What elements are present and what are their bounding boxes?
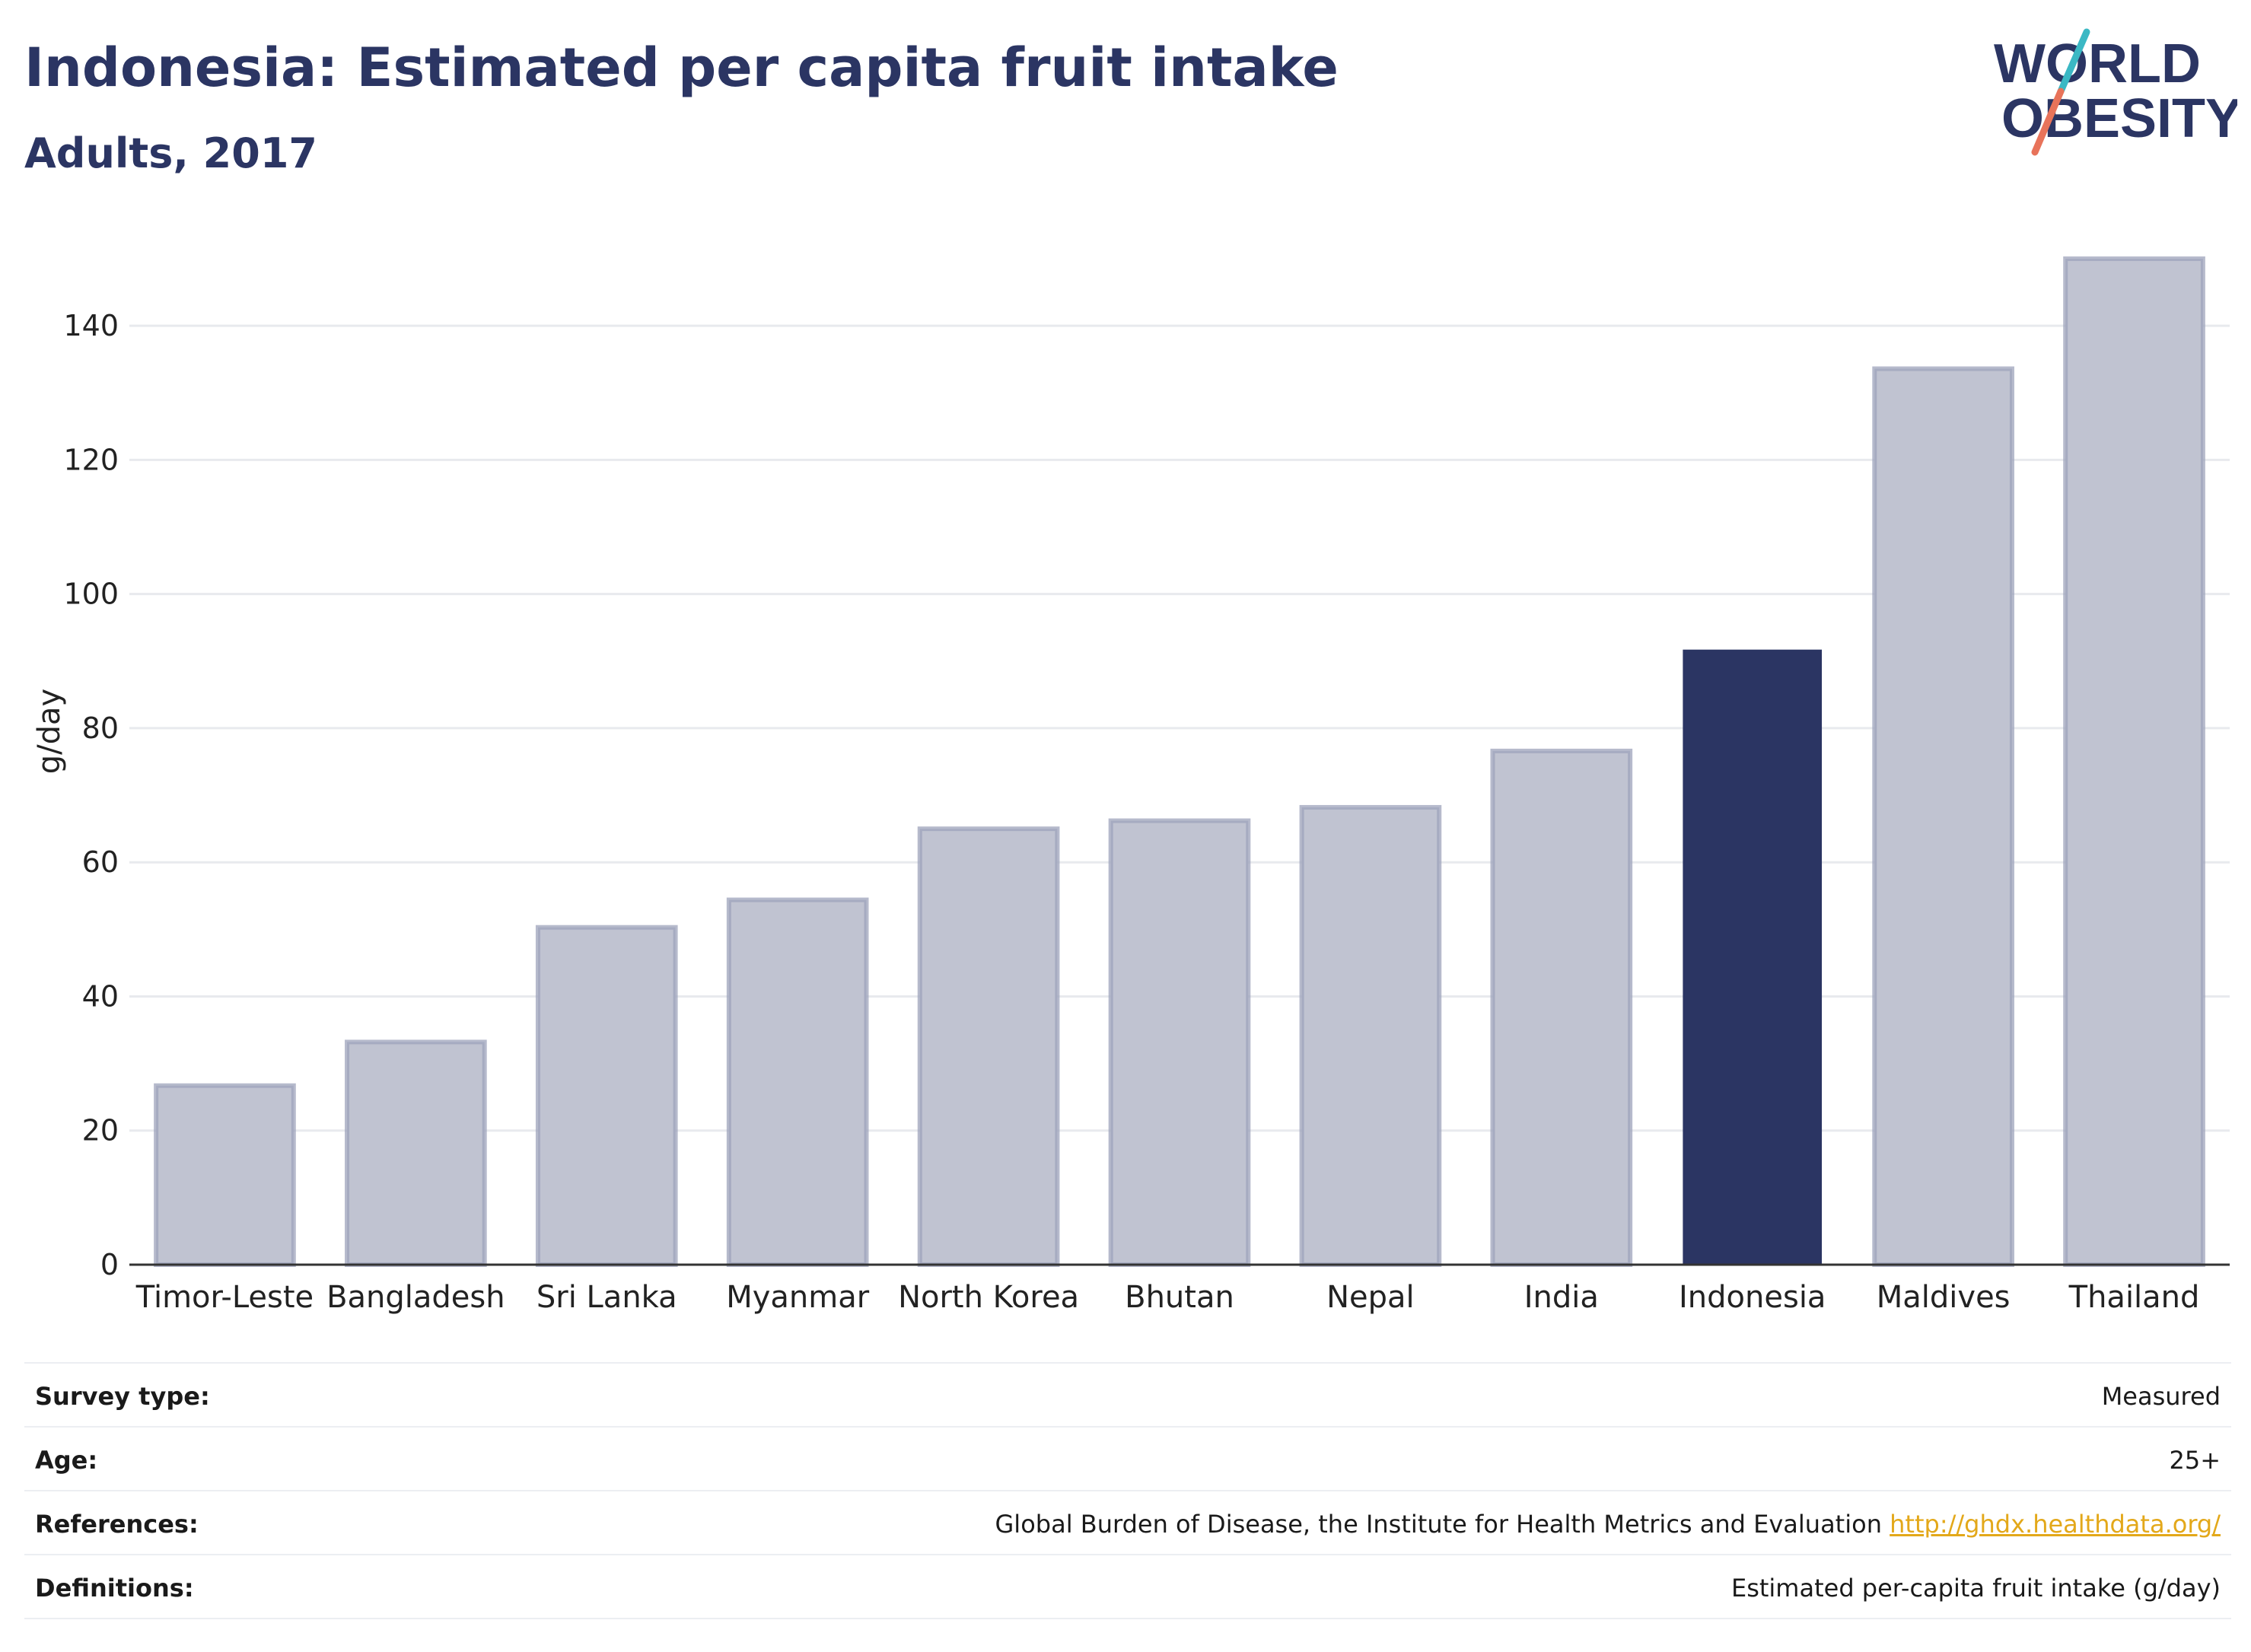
logo-slash-coral xyxy=(2031,88,2065,156)
bar-myanmar xyxy=(726,897,869,1268)
logo-text-world: WORLD xyxy=(1994,33,2201,94)
meta-value: Measured xyxy=(2101,1382,2221,1411)
meta-value: Estimated per-capita fruit intake (g/day… xyxy=(1730,1574,2221,1603)
meta-row-definitions: Definitions: Estimated per-capita fruit … xyxy=(24,1554,2231,1619)
meta-label: Definitions: xyxy=(35,1574,194,1603)
page-title: Indonesia: Estimated per capita fruit in… xyxy=(24,37,1339,99)
meta-label: Age: xyxy=(35,1446,98,1475)
bar-bhutan xyxy=(1108,818,1251,1268)
bar-india xyxy=(1490,748,1633,1267)
y-tick-label: 140 xyxy=(63,309,119,342)
logo-slash-teal xyxy=(2057,28,2090,95)
x-tick-label: Thailand xyxy=(2068,1280,2200,1315)
bar-chart: 0 20 40 60 80 100 120 140 Timor-Leste Bangladesh… xyxy=(32,256,2230,1315)
x-tick-label: Indonesia xyxy=(1679,1280,1826,1315)
x-tick-label: Bhutan xyxy=(1125,1280,1234,1315)
y-tick-labels: 0 20 40 60 80 100 120 140 xyxy=(63,309,119,1281)
y-axis-label: g/day xyxy=(32,689,67,774)
x-tick-label: India xyxy=(1524,1280,1599,1315)
meta-label: Survey type: xyxy=(35,1382,210,1411)
y-tick-label: 20 xyxy=(82,1114,119,1147)
bar-thailand xyxy=(2063,256,2205,1267)
meta-row-age: Age: 25+ xyxy=(24,1426,2231,1490)
y-tick-label: 100 xyxy=(63,578,119,611)
x-tick-label: Myanmar xyxy=(726,1280,870,1315)
bar-bangladesh xyxy=(345,1039,487,1267)
bar-north-korea xyxy=(917,826,1060,1267)
x-tick-label: North Korea xyxy=(898,1280,1079,1315)
page-subtitle: Adults, 2017 xyxy=(24,129,317,177)
y-tick-label: 80 xyxy=(82,711,119,745)
y-tick-label: 120 xyxy=(63,443,119,476)
reference-text: Global Burden of Disease, the Institute … xyxy=(995,1510,1882,1539)
world-obesity-logo: WORLD OBESITY xyxy=(1994,28,2237,156)
x-tick-label: Nepal xyxy=(1326,1280,1415,1315)
bars xyxy=(154,256,2205,1268)
meta-row-survey-type: Survey type: Measured xyxy=(24,1362,2231,1426)
reference-link[interactable]: http://ghdx.healthdata.org/ xyxy=(1890,1510,2221,1539)
y-tick-label: 40 xyxy=(82,979,119,1013)
bar-maldives xyxy=(1872,366,2014,1267)
meta-label: References: xyxy=(35,1510,199,1539)
meta-value-references: Global Burden of Disease, the Institute … xyxy=(995,1510,2221,1539)
x-tick-label: Maldives xyxy=(1877,1280,2011,1315)
meta-value: 25+ xyxy=(2169,1446,2221,1475)
x-tick-label: Timor-Leste xyxy=(135,1280,314,1315)
bar-nepal xyxy=(1299,804,1442,1267)
y-tick-label: 0 xyxy=(100,1248,119,1281)
bar-sri-lanka xyxy=(535,925,678,1267)
bar-indonesia xyxy=(1683,649,1823,1265)
meta-row-references: References: Global Burden of Disease, th… xyxy=(24,1490,2231,1554)
x-tick-label: Sri Lanka xyxy=(536,1280,677,1315)
x-tick-label: Bangladesh xyxy=(326,1280,505,1315)
bar-timor-leste xyxy=(154,1083,296,1267)
x-tick-labels: Timor-Leste Bangladesh Sri Lanka Myanmar Nor… xyxy=(135,1280,2200,1315)
y-tick-label: 60 xyxy=(82,845,119,879)
metadata-table: Survey type: Measured Age: 25+ Reference… xyxy=(24,1362,2231,1619)
